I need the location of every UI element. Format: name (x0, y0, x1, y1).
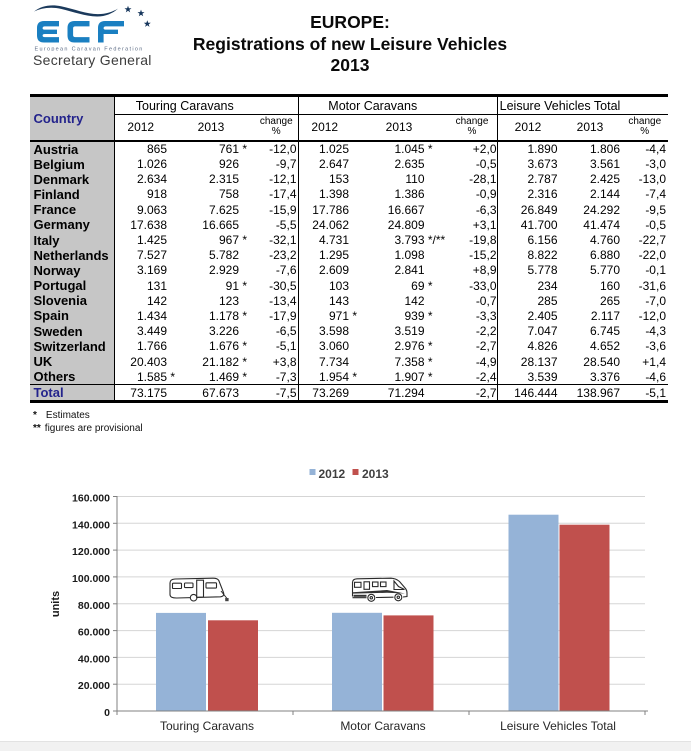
svg-text:160.000: 160.000 (72, 493, 110, 505)
svg-text:40.000: 40.000 (78, 653, 110, 665)
svg-text:Touring Caravans: Touring Caravans (160, 719, 254, 733)
svg-text:Leisure Vehicles Total: Leisure Vehicles Total (500, 719, 616, 733)
svg-text:140.000: 140.000 (72, 519, 110, 531)
svg-text:units: units (50, 591, 62, 617)
svg-text:100.000: 100.000 (72, 573, 110, 585)
svg-text:80.000: 80.000 (78, 600, 110, 612)
svg-text:60.000: 60.000 (78, 627, 110, 639)
svg-text:European Caravan Federation: European Caravan Federation (35, 47, 144, 52)
svg-text:Motor Caravans: Motor Caravans (340, 719, 425, 733)
svg-text:120.000: 120.000 (72, 546, 110, 558)
svg-text:2012: 2012 (319, 467, 346, 481)
svg-text:2013: 2013 (362, 467, 389, 481)
svg-text:20.000: 20.000 (78, 680, 110, 692)
svg-text:0: 0 (104, 707, 110, 719)
